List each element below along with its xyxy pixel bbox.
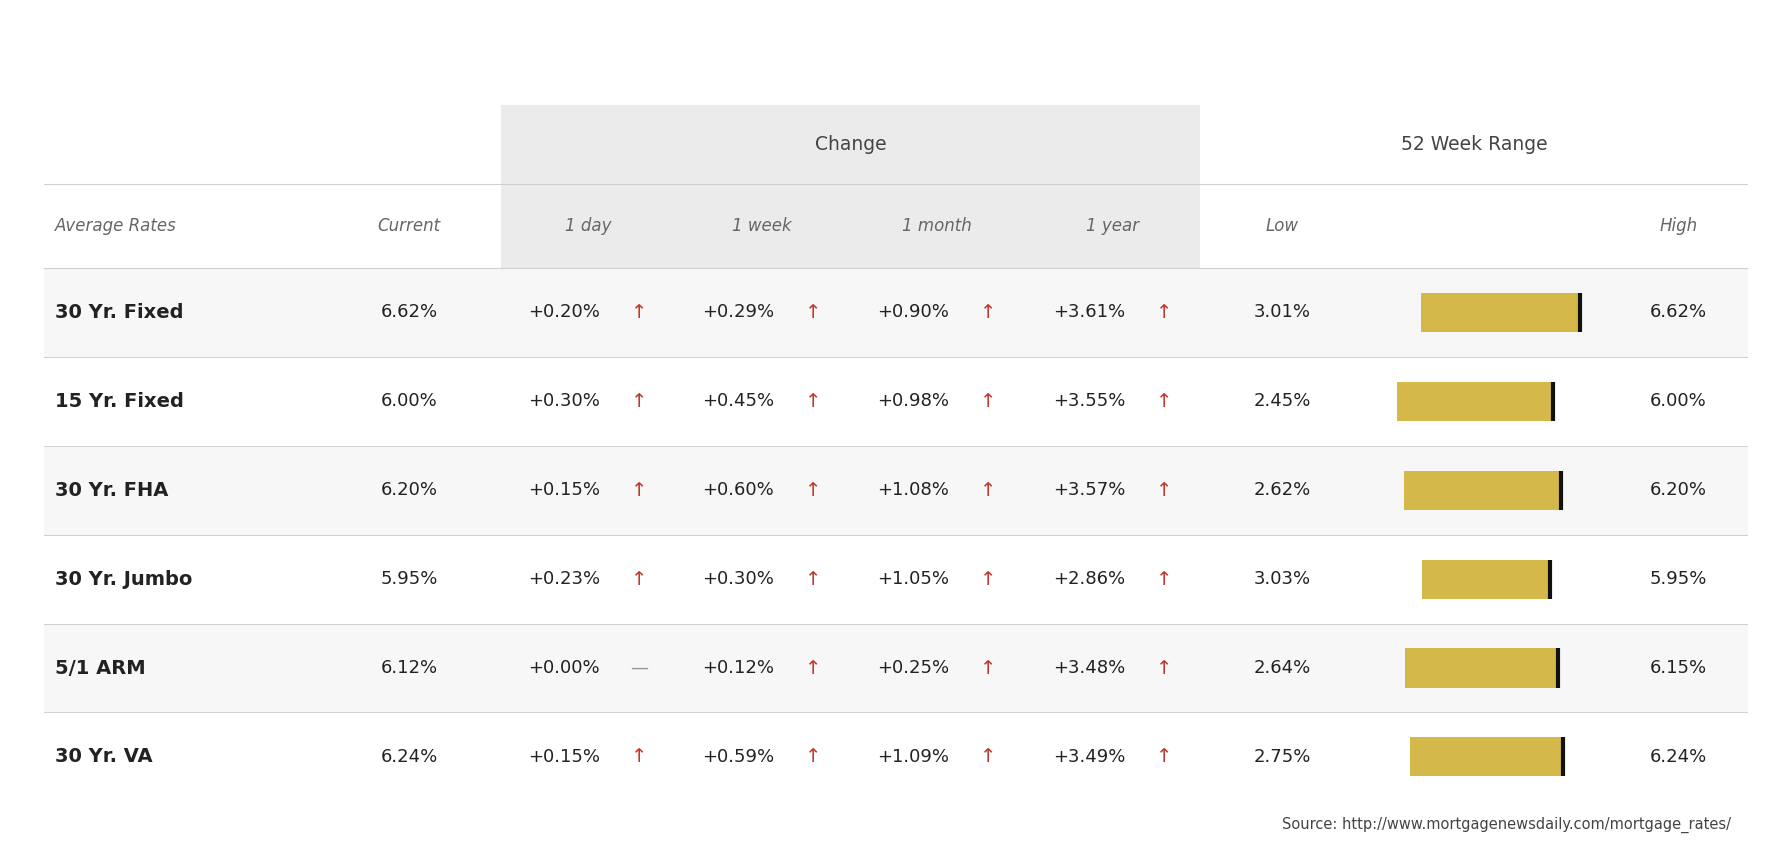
Text: 6.12%: 6.12%	[380, 659, 438, 677]
Text: +0.30%: +0.30%	[701, 570, 774, 589]
Text: ↑: ↑	[1156, 481, 1172, 499]
Text: 1 month: 1 month	[902, 217, 973, 235]
Bar	[501, 104, 1200, 184]
Text: +1.09%: +1.09%	[877, 748, 950, 766]
Text: —: —	[630, 659, 648, 677]
Text: Source: http://www.mortgagenewsdaily.com/mortgage_rates/: Source: http://www.mortgagenewsdaily.com…	[1282, 817, 1731, 833]
Text: 6.62%: 6.62%	[380, 304, 438, 321]
Text: ↑: ↑	[804, 392, 822, 411]
Text: Change: Change	[815, 135, 886, 153]
Text: 6.00%: 6.00%	[1651, 393, 1708, 410]
Text: +0.00%: +0.00%	[529, 659, 600, 677]
Text: ↑: ↑	[1156, 747, 1172, 767]
Text: 6.20%: 6.20%	[380, 482, 437, 499]
Text: CHART: 52-WEEK AVERAGE MORTGAGE RATES: CHART: 52-WEEK AVERAGE MORTGAGE RATES	[39, 31, 966, 64]
Text: 6.15%: 6.15%	[1651, 659, 1708, 677]
Text: 1 year: 1 year	[1086, 217, 1140, 235]
Text: +0.45%: +0.45%	[701, 393, 774, 410]
Text: 2.62%: 2.62%	[1253, 482, 1312, 499]
Text: 6.24%: 6.24%	[380, 748, 438, 766]
Text: +3.49%: +3.49%	[1053, 748, 1125, 766]
Text: ↑: ↑	[980, 659, 996, 678]
Text: 30 Yr. Fixed: 30 Yr. Fixed	[55, 303, 183, 322]
Text: ↑: ↑	[980, 392, 996, 411]
Text: 5/1 ARM: 5/1 ARM	[55, 659, 146, 678]
Text: ↑: ↑	[630, 303, 648, 322]
Text: +0.15%: +0.15%	[529, 748, 600, 766]
Bar	[44, 357, 1748, 446]
Bar	[1406, 649, 1558, 688]
Text: +0.20%: +0.20%	[529, 304, 600, 321]
Text: ↑: ↑	[980, 747, 996, 767]
Text: ↑: ↑	[630, 392, 648, 411]
Text: ↑: ↑	[1156, 303, 1172, 322]
Text: 2.75%: 2.75%	[1253, 748, 1312, 766]
Text: +0.23%: +0.23%	[527, 570, 600, 589]
Text: High: High	[1660, 217, 1697, 235]
Text: 30 Yr. VA: 30 Yr. VA	[55, 747, 153, 767]
Bar	[44, 712, 1748, 801]
Text: 6.00%: 6.00%	[380, 393, 437, 410]
Text: ↑: ↑	[804, 747, 822, 767]
Text: +3.55%: +3.55%	[1053, 393, 1125, 410]
Text: +1.08%: +1.08%	[877, 482, 950, 499]
Text: ↑: ↑	[1156, 570, 1172, 589]
Bar	[44, 268, 1748, 357]
Text: +0.90%: +0.90%	[877, 304, 950, 321]
Text: 3.01%: 3.01%	[1253, 304, 1310, 321]
Bar	[44, 535, 1748, 623]
Text: ↑: ↑	[980, 303, 996, 322]
Bar	[44, 623, 1748, 712]
Text: +3.61%: +3.61%	[1053, 304, 1125, 321]
Text: ↑: ↑	[804, 303, 822, 322]
Text: +3.57%: +3.57%	[1053, 482, 1125, 499]
Text: ↑: ↑	[804, 659, 822, 678]
Text: ↑: ↑	[1156, 392, 1172, 411]
Text: ↑: ↑	[804, 481, 822, 499]
Text: +0.98%: +0.98%	[877, 393, 950, 410]
Bar	[1200, 104, 1748, 184]
Text: 30 Yr. FHA: 30 Yr. FHA	[55, 481, 169, 499]
Text: 2.64%: 2.64%	[1253, 659, 1312, 677]
Text: +0.12%: +0.12%	[701, 659, 774, 677]
Text: ↑: ↑	[980, 570, 996, 589]
Text: ↑: ↑	[980, 481, 996, 499]
Text: ↑: ↑	[630, 570, 648, 589]
Text: 6.24%: 6.24%	[1651, 748, 1708, 766]
Text: 3.03%: 3.03%	[1253, 570, 1312, 589]
Text: 5.95%: 5.95%	[1649, 570, 1708, 589]
Text: 15 Yr. Fixed: 15 Yr. Fixed	[55, 392, 183, 411]
Text: ↑: ↑	[630, 481, 648, 499]
Text: 2.45%: 2.45%	[1253, 393, 1312, 410]
Text: 52 Week Range: 52 Week Range	[1400, 135, 1548, 153]
Text: +0.25%: +0.25%	[877, 659, 950, 677]
Text: Average Rates: Average Rates	[55, 217, 176, 235]
Text: 6.62%: 6.62%	[1651, 304, 1708, 321]
Text: Current: Current	[378, 217, 440, 235]
Text: +2.86%: +2.86%	[1053, 570, 1125, 589]
Bar	[501, 184, 1200, 268]
Text: 30 Yr. Jumbo: 30 Yr. Jumbo	[55, 570, 192, 589]
Text: +3.48%: +3.48%	[1053, 659, 1125, 677]
Text: +0.29%: +0.29%	[701, 304, 774, 321]
Bar	[1397, 382, 1553, 421]
Text: 5.95%: 5.95%	[380, 570, 438, 589]
Text: +0.60%: +0.60%	[703, 482, 774, 499]
Text: 1 day: 1 day	[564, 217, 611, 235]
Text: ↑: ↑	[630, 747, 648, 767]
Text: +0.59%: +0.59%	[701, 748, 774, 766]
Bar	[1409, 738, 1564, 777]
Text: +1.05%: +1.05%	[877, 570, 950, 589]
Text: ↑: ↑	[1156, 659, 1172, 678]
Text: 6.20%: 6.20%	[1651, 482, 1708, 499]
Text: Low: Low	[1266, 217, 1299, 235]
Bar	[1422, 560, 1550, 599]
Bar	[1422, 293, 1580, 332]
Bar	[44, 446, 1748, 535]
Text: +0.30%: +0.30%	[529, 393, 600, 410]
Text: +0.15%: +0.15%	[529, 482, 600, 499]
Text: ↑: ↑	[804, 570, 822, 589]
Bar	[1404, 471, 1562, 510]
Text: 1 week: 1 week	[731, 217, 792, 235]
